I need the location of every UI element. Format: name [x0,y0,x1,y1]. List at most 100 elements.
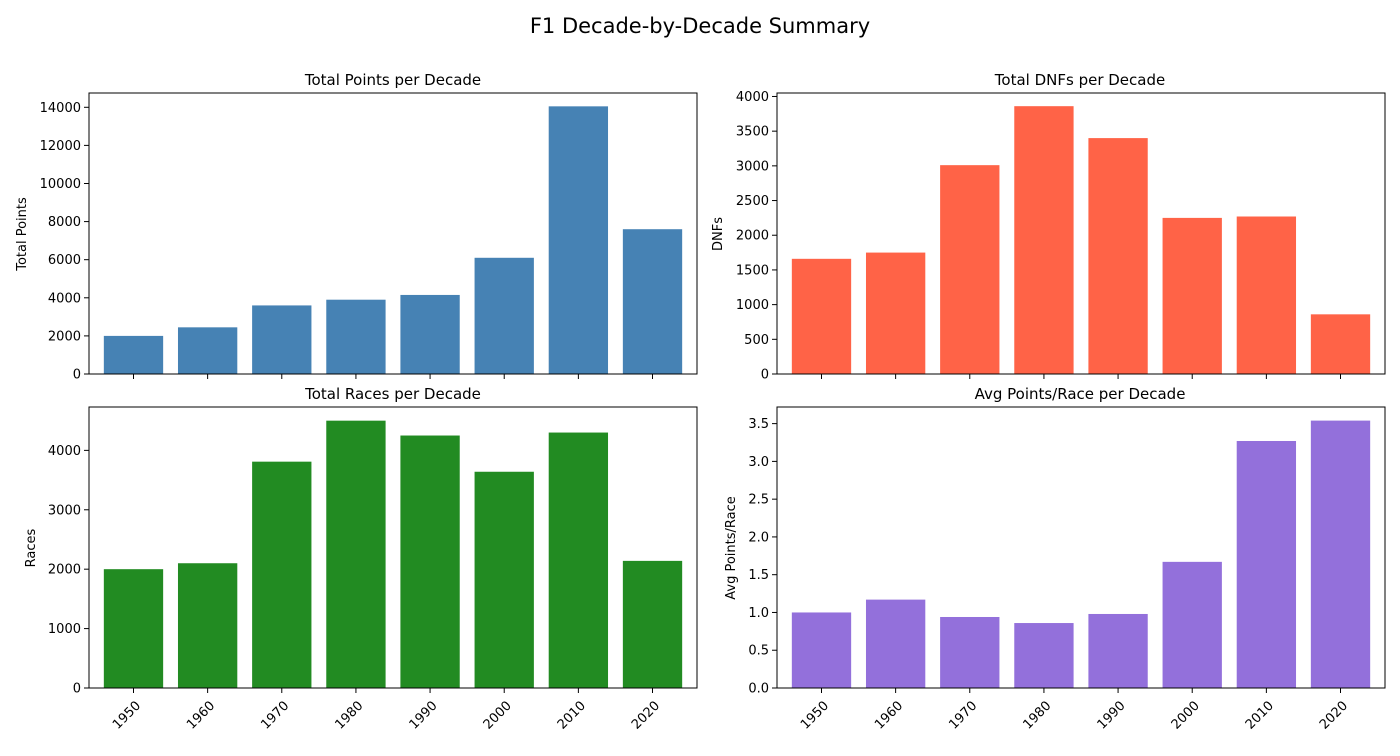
y-axis-ticks: 0 1000 2000 3000 4000 [48,444,89,697]
bar-1980 [1014,623,1074,688]
bar-2000 [474,257,534,374]
x-tick-label: 1980 [332,699,366,733]
bar-1990 [1088,138,1148,374]
y-tick-label: 3500 [736,125,769,140]
y-tick-label: 12000 [40,139,81,154]
y-tick-label: 4000 [48,291,81,306]
x-tick-label: 2010 [1243,699,1277,733]
bar-1960 [865,252,926,374]
y-tick-label: 3.5 [748,417,769,432]
bar-1950 [791,612,852,688]
bar-2010 [548,432,609,688]
y-tick-label: 0 [761,368,769,383]
y-tick-label: 10000 [40,177,81,192]
bar-2010 [1236,440,1297,688]
y-tick-label: 2.0 [748,530,769,545]
y-tick-label: 3000 [48,503,81,518]
chart-avg-points-per-race: Avg Points/Race per Decade Avg Points/Ra… [724,385,1386,733]
plot-area-frame [88,92,698,375]
y-tick-label: 500 [744,333,769,348]
bar-group [791,420,1371,688]
bar-1970 [252,461,312,688]
chart-title: Avg Points/Race per Decade [975,385,1186,403]
x-tick-label: 1970 [258,699,292,733]
y-axis-label: Total Points [15,197,30,272]
bar-group [791,106,1371,375]
x-tick-label: 2010 [555,699,589,733]
bar-1960 [865,599,926,688]
bar-1980 [326,420,386,688]
bar-1970 [252,305,312,374]
y-tick-label: 1000 [48,622,81,637]
x-tick-label: 1950 [110,699,144,733]
x-tick-label: 1990 [1095,699,1129,733]
y-tick-label: 6000 [48,253,81,268]
bar-2010 [548,106,609,374]
y-axis-label: DNFs [711,217,726,251]
bar-2000 [1162,561,1222,688]
y-tick-label: 1000 [736,298,769,313]
y-axis-ticks: 0.0 0.5 1.0 1.5 2.0 2.5 3.0 3.5 [748,417,777,697]
chart-total-points: Total Points per Decade Total Points 0 20… [15,71,698,383]
figure-title: F1 Decade-by-Decade Summary [530,14,870,38]
bar-1980 [326,299,386,374]
y-tick-label: 0 [73,368,81,383]
y-axis-ticks: 0 500 1000 1500 2000 2500 3000 3500 4000 [736,90,777,383]
bar-group [103,106,683,374]
bar-group [103,420,683,688]
x-tick-label: 2020 [1317,699,1351,733]
bar-1950 [103,335,164,374]
x-tick-label: 2000 [481,699,515,733]
x-tick-label: 1970 [946,699,980,733]
y-tick-label: 0.5 [748,644,769,659]
y-axis-label: Avg Points/Race [724,496,739,600]
x-axis-ticks: 1950 1960 1970 1980 1990 2000 2010 2020 [110,688,663,733]
bar-2020 [622,229,683,374]
y-tick-label: 2000 [736,229,769,244]
bar-2010 [1236,216,1297,374]
bar-1970 [940,165,1000,374]
bar-1990 [400,435,460,688]
x-tick-label: 1990 [407,699,441,733]
x-tick-label: 2020 [629,699,663,733]
y-axis-ticks: 0 2000 4000 6000 8000 10000 12000 14000 [40,101,89,383]
y-tick-label: 4000 [736,90,769,105]
y-tick-label: 4000 [48,444,81,459]
chart-title: Total DNFs per Decade [994,71,1165,89]
bar-2020 [1310,420,1371,688]
chart-total-races: Total Races per Decade Races 0 1000 2000 30… [24,385,698,733]
bar-1950 [103,569,164,688]
y-tick-label: 0.0 [748,682,769,697]
bar-1980 [1014,106,1074,375]
y-tick-label: 1.0 [748,606,769,621]
plot-area-frame [776,406,1386,689]
y-tick-label: 2000 [48,563,81,578]
x-tick-label: 1980 [1020,699,1054,733]
y-tick-label: 2000 [48,329,81,344]
x-tick-label: 1960 [184,699,218,733]
y-tick-label: 0 [73,682,81,697]
y-tick-label: 8000 [48,215,81,230]
bar-1950 [791,258,852,374]
bar-2020 [622,560,683,688]
bar-1990 [400,294,460,374]
y-tick-label: 1500 [736,263,769,278]
bar-2020 [1310,314,1371,374]
chart-title: Total Points per Decade [304,71,481,89]
y-tick-label: 14000 [40,101,81,116]
plot-area-frame [776,92,1386,375]
y-tick-label: 2500 [736,194,769,209]
bar-1960 [177,327,238,374]
chart-title: Total Races per Decade [304,385,481,403]
x-axis-ticks [132,374,654,379]
bar-1970 [940,616,1000,688]
bar-1990 [1088,613,1148,688]
y-tick-label: 3.0 [748,455,769,470]
y-tick-label: 3000 [736,159,769,174]
x-axis-ticks: 1950 1960 1970 1980 1990 2000 2010 2020 [798,688,1351,733]
x-tick-label: 2000 [1169,699,1203,733]
y-tick-label: 1.5 [748,568,769,583]
y-tick-label: 2.5 [748,493,769,508]
x-axis-ticks [820,374,1342,379]
